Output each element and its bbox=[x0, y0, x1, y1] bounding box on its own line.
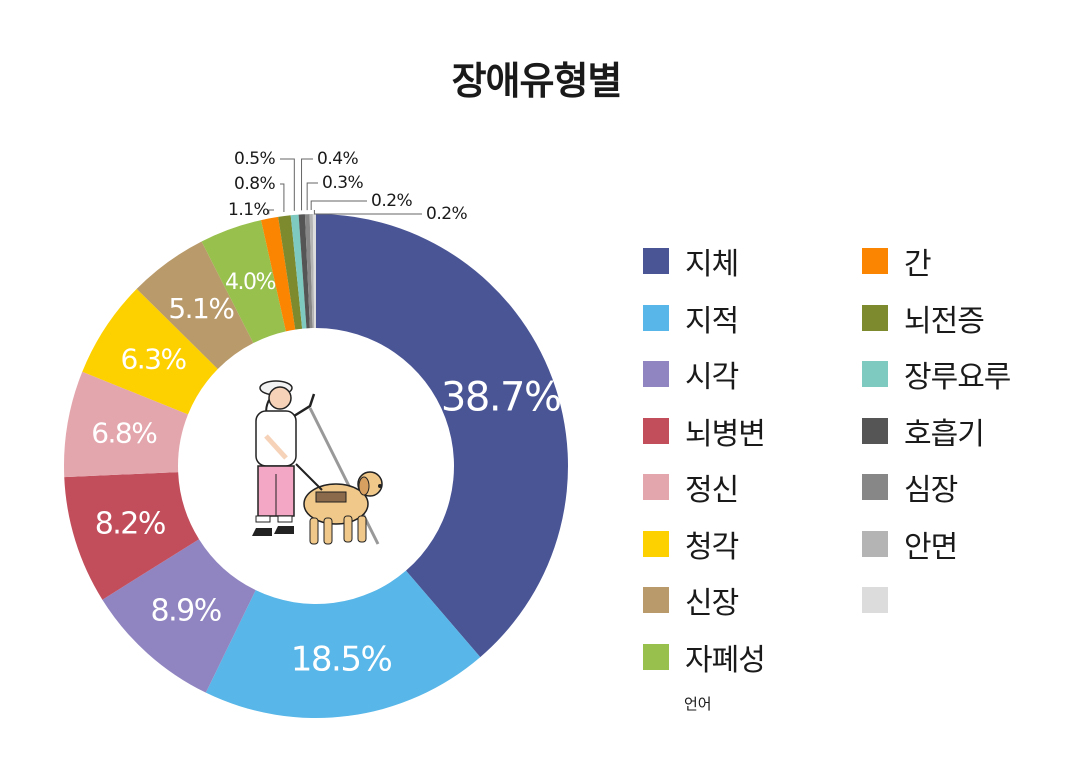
legend-swatch bbox=[862, 417, 888, 444]
data-label-7: 5.1% bbox=[168, 292, 234, 325]
leader-line-15 bbox=[313, 210, 422, 215]
data-label-13: 0.3% bbox=[322, 173, 364, 193]
legend-label: 뇌전증 bbox=[904, 303, 985, 339]
legend-swatch bbox=[643, 643, 669, 670]
data-label-2: 18.5% bbox=[291, 639, 392, 679]
legend-swatch bbox=[643, 417, 669, 444]
legend-swatch bbox=[862, 248, 888, 274]
legend-label: 신장 bbox=[685, 586, 739, 621]
pie-slice-15 bbox=[312, 214, 316, 329]
legend-label: 시각 bbox=[685, 360, 739, 395]
legend-item-14: 안면 bbox=[862, 527, 958, 565]
legend-swatch bbox=[643, 248, 669, 274]
legend-item-7: 신장 bbox=[643, 583, 739, 621]
data-label-8: 4.0% bbox=[225, 270, 275, 295]
data-label-12: 0.4% bbox=[317, 149, 359, 169]
leader-line-14 bbox=[310, 200, 367, 211]
legend-label: 지체 bbox=[685, 247, 739, 282]
pie-slice-7 bbox=[136, 241, 254, 370]
legend-note: 언어 bbox=[684, 695, 712, 713]
pie-slice-3 bbox=[102, 539, 256, 693]
pie-slice-10 bbox=[278, 215, 303, 330]
leader-line-13 bbox=[306, 182, 318, 211]
data-label-11: 0.5% bbox=[234, 149, 276, 169]
data-label-10: 0.8% bbox=[234, 174, 276, 194]
pie-slice-8 bbox=[201, 220, 286, 344]
pie-slice-2 bbox=[205, 570, 481, 718]
legend-item-8: 자폐성 bbox=[643, 640, 766, 678]
pie-slice-12 bbox=[298, 214, 310, 329]
legend-item-9: 간 bbox=[862, 244, 932, 282]
data-label-3: 8.9% bbox=[151, 594, 221, 629]
legend-item-10: 뇌전증 bbox=[862, 301, 985, 339]
legend-item-15 bbox=[862, 583, 904, 617]
data-label-1: 38.7% bbox=[441, 375, 561, 421]
legend-label: 안면 bbox=[904, 529, 958, 565]
legend-item-12: 호흡기 bbox=[862, 414, 985, 452]
data-label-4: 8.2% bbox=[95, 506, 165, 541]
legend-swatch bbox=[862, 474, 888, 500]
pie-slice-1 bbox=[316, 214, 568, 658]
legend-item-13: 심장 bbox=[862, 470, 958, 508]
data-label-14: 0.2% bbox=[371, 191, 413, 211]
leader-line-9 bbox=[268, 209, 274, 215]
data-label-6: 6.3% bbox=[120, 342, 186, 375]
legend-item-5: 정신 bbox=[643, 470, 739, 508]
legend-swatch bbox=[643, 587, 669, 613]
legend-swatch bbox=[643, 530, 669, 557]
data-label-15: 0.2% bbox=[426, 204, 468, 224]
legend-label: 간 bbox=[904, 247, 932, 282]
legend-item-6: 청각 bbox=[643, 527, 739, 565]
data-label-9: 1.1% bbox=[228, 200, 270, 220]
legend-swatch bbox=[862, 304, 888, 331]
legend-label: 뇌병변 bbox=[685, 416, 766, 452]
guide-dog-illustration bbox=[252, 380, 383, 545]
pie-slice-13 bbox=[304, 214, 313, 329]
legend-label: 장루요루 bbox=[904, 360, 1011, 395]
legend-swatch bbox=[643, 474, 669, 500]
pie-slice-14 bbox=[309, 214, 315, 329]
pie-slice-6 bbox=[82, 288, 218, 415]
legend-item-1: 지체 bbox=[643, 244, 739, 282]
legend-label: 심장 bbox=[904, 473, 958, 508]
legend-swatch bbox=[862, 361, 888, 387]
legend-swatch bbox=[862, 530, 888, 557]
leader-line-12 bbox=[301, 158, 313, 211]
legend-label: 청각 bbox=[685, 529, 739, 565]
chart-title: 장애유형별 bbox=[451, 59, 623, 103]
legend-swatch bbox=[643, 304, 669, 331]
leader-line-11 bbox=[280, 158, 295, 211]
legend-label: 정신 bbox=[685, 473, 739, 508]
pie-slice-11 bbox=[290, 214, 307, 329]
legend-label: 자폐성 bbox=[685, 642, 766, 678]
pie-slice-9 bbox=[261, 216, 296, 332]
legend-item-2: 지적 bbox=[643, 301, 739, 339]
legend-item-11: 장루요루 bbox=[862, 357, 1011, 395]
legend-swatch bbox=[862, 587, 888, 613]
leader-line-10 bbox=[280, 183, 285, 213]
pie-slice-4 bbox=[64, 472, 200, 600]
legend-label: 호흡기 bbox=[904, 416, 985, 452]
pie-slice-5 bbox=[63, 371, 189, 478]
legend-item-4: 뇌병변 bbox=[643, 414, 766, 452]
legend-swatch bbox=[643, 361, 669, 387]
legend-label: 지적 bbox=[685, 303, 739, 339]
legend-item-3: 시각 bbox=[643, 357, 739, 395]
data-label-5: 6.8% bbox=[91, 417, 157, 450]
